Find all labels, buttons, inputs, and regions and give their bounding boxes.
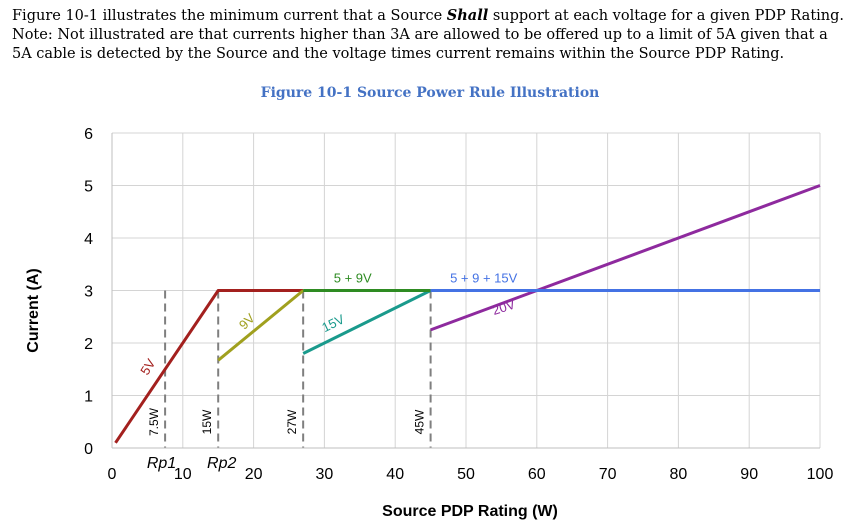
series-annotation-5: 5 + 9 + 15V — [450, 271, 518, 286]
x-tick-label: 20 — [245, 466, 263, 483]
x-tick-label: 70 — [599, 466, 617, 483]
figure-title: Figure 10-1 Source Power Rule Illustrati… — [260, 85, 600, 101]
y-tick-label: 0 — [84, 441, 93, 458]
series-line-s20v — [430, 184, 821, 332]
x-tick-label: 30 — [316, 466, 334, 483]
x-tick-label: 40 — [386, 466, 404, 483]
y-tick-label: 3 — [84, 284, 93, 301]
x-tick-label: 50 — [457, 466, 475, 483]
series-line-s15v — [302, 289, 432, 355]
intro-part2: support at each voltage for a given PDP … — [12, 8, 845, 62]
series-line-s9v — [217, 289, 305, 362]
x-tick-label: 80 — [670, 466, 688, 483]
series-line-s5v — [114, 289, 304, 444]
series-annotation-0: 5V — [137, 356, 158, 378]
x-tick-label: 100 — [807, 466, 834, 483]
y-tick-label: 4 — [84, 231, 93, 248]
intro-shall: Shall — [446, 7, 489, 24]
below-axis-label-1: Rp2 — [207, 455, 236, 472]
intro-paragraph: Figure 10-1 illustrates the minimum curr… — [12, 6, 852, 64]
dashed-markers: 7.5W 15W 27W 45W — [147, 290, 432, 448]
series-annotation-2: 15V — [319, 311, 347, 335]
y-tick-label: 5 — [84, 179, 93, 196]
x-axis-title: Source PDP Rating (W) — [382, 503, 558, 520]
intro-part1: Figure 10-1 illustrates the minimum curr… — [12, 8, 447, 24]
x-tick-label: 10 — [174, 466, 192, 483]
chart-axes: 0 10 20 30 40 50 60 70 80 90 100 0 1 2 3 4 5 6 Source PDP … — [25, 126, 833, 520]
x-tick-label: 0 — [108, 466, 117, 483]
series-annotation-3: 20V — [490, 296, 517, 318]
y-tick-label: 1 — [84, 389, 93, 406]
x-tick-label: 60 — [528, 466, 546, 483]
y-tick-label: 6 — [84, 126, 93, 143]
marker-label-1: 15W — [200, 409, 214, 434]
chart-series — [114, 184, 821, 444]
marker-label-2: 27W — [285, 409, 299, 434]
below-axis-label-0: Rp1 — [147, 455, 176, 472]
y-axis-title: Current (A) — [25, 268, 42, 352]
y-tick-label: 2 — [84, 336, 93, 353]
marker-label-0: 7.5W — [147, 407, 161, 436]
marker-label-3: 45W — [413, 409, 427, 434]
x-tick-label: 90 — [740, 466, 758, 483]
series-annotation-4: 5 + 9V — [334, 271, 372, 286]
